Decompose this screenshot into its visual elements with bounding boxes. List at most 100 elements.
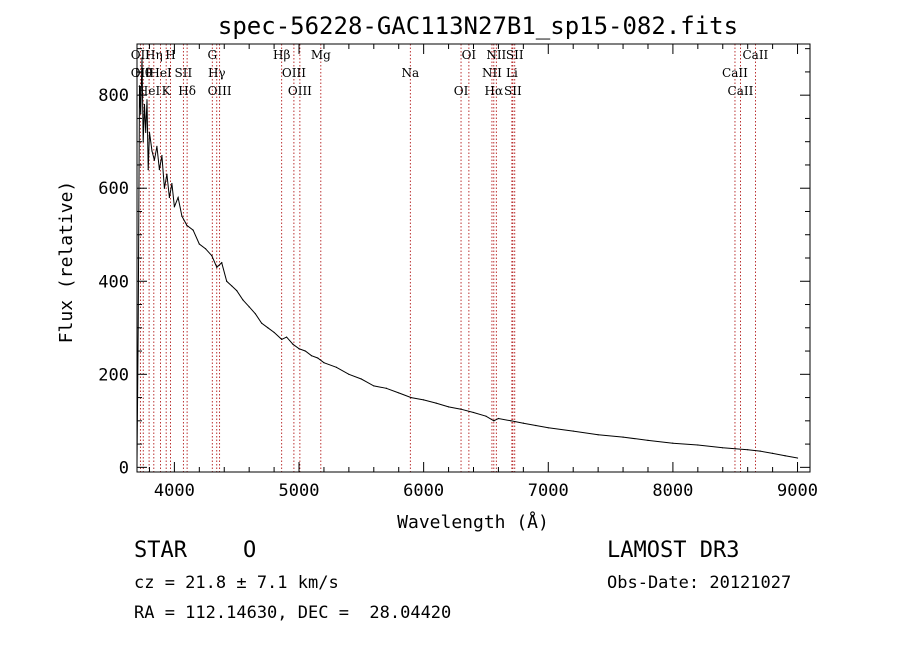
flux-point — [310, 355, 313, 357]
flux-point — [522, 422, 524, 424]
flux-point — [472, 411, 475, 414]
flux-point — [373, 385, 375, 387]
flux-point — [360, 378, 362, 380]
x-tick-label: 9000 — [777, 481, 818, 501]
flux-point — [772, 452, 774, 454]
line-marker-label: SII — [504, 84, 522, 98]
y-tick-label: 200 — [98, 365, 129, 385]
flux-point — [261, 322, 263, 324]
line-marker-label: Hδ — [178, 84, 196, 98]
line-marker-label: Hθ — [134, 66, 152, 80]
line-marker-label: Li — [506, 66, 518, 80]
flux-point — [236, 289, 238, 292]
line-marker-label: H — [165, 48, 175, 62]
flux-point — [138, 85, 141, 87]
flux-point — [335, 366, 338, 368]
x-axis-label: Wavelength (Å) — [397, 511, 549, 533]
flux-point — [166, 173, 168, 175]
flux-point — [248, 306, 250, 308]
flux-point — [734, 448, 736, 450]
flux-point — [317, 357, 319, 359]
flux-point — [460, 408, 462, 410]
line-marker-label: Hγ — [208, 66, 226, 80]
x-axis-ticks: 4000 5000 6000 7000 8000 9000 — [148, 44, 818, 501]
y-tick-label: 400 — [98, 272, 129, 292]
y-tick-label: 800 — [98, 86, 129, 106]
flux-point — [142, 141, 144, 143]
flux-point — [273, 331, 275, 334]
flux-point — [254, 313, 256, 315]
x-tick-label: 4000 — [154, 481, 195, 501]
flux-point — [784, 455, 786, 457]
flux-point — [485, 415, 487, 417]
line-marker-label: SII — [175, 66, 193, 80]
line-marker-label: NII — [486, 48, 506, 62]
flux-point — [435, 402, 437, 404]
coordinates-readout: RA = 112.14630, DEC = 28.04420 — [134, 603, 452, 623]
line-marker-label: OI — [462, 48, 477, 62]
flux-point — [171, 182, 173, 185]
line-marker-label: OII — [131, 48, 151, 62]
flux-point — [181, 215, 183, 217]
flux-point — [647, 439, 649, 441]
flux-point — [547, 427, 549, 429]
plot-frame — [136, 43, 811, 473]
line-marker-label: OI — [454, 84, 469, 98]
flux-point — [198, 243, 200, 245]
y-tick-label: 0 — [119, 458, 129, 478]
flux-point — [140, 113, 142, 115]
x-tick-label: 8000 — [652, 481, 693, 501]
flux-point — [161, 155, 163, 157]
x-tick-label: 5000 — [279, 481, 320, 501]
flux-point — [572, 430, 574, 432]
line-marker-label: CaII — [728, 84, 754, 98]
flux-point — [292, 343, 294, 345]
line-marker-label: Hα — [485, 84, 504, 98]
redshift-readout: cz = 21.8 ± 7.1 km/s — [134, 573, 339, 593]
flux-point — [281, 338, 283, 341]
flux-point — [348, 373, 350, 375]
flux-point — [204, 248, 207, 250]
flux-point — [323, 362, 325, 364]
flux-point — [759, 450, 761, 452]
line-marker-label: Na — [401, 66, 419, 80]
line-marker-label: NII — [482, 66, 502, 80]
flux-series — [136, 57, 799, 466]
line-marker-label: CaII — [742, 48, 768, 62]
spectrum-chart: spec-56228-GAC113N27B1_sp15-082.fits OII… — [56, 12, 818, 533]
line-marker-label: OIII — [282, 66, 306, 80]
flux-point — [796, 457, 799, 459]
flux-point — [535, 424, 537, 427]
object-subclass: O — [243, 538, 257, 563]
flux-point — [186, 224, 188, 227]
flux-point — [151, 150, 153, 152]
flux-point — [672, 442, 674, 444]
line-marker-label: Mg — [311, 48, 331, 62]
chart-title: spec-56228-GAC113N27B1_sp15-082.fits — [218, 12, 738, 40]
flux-point — [304, 350, 306, 352]
flux-point — [398, 392, 400, 394]
flux-point — [158, 169, 161, 171]
survey-name: LAMOST DR3 — [607, 538, 740, 563]
line-marker-label: CaII — [722, 66, 748, 80]
flux-point — [156, 145, 158, 147]
flux-point — [141, 57, 143, 59]
flux-line — [136, 57, 798, 466]
flux-point — [226, 280, 228, 282]
flux-point — [447, 406, 450, 408]
emission-line-labels: OIIOIIHθHeIHηHeIKHSIIHδGHγOIIIHβOIIIOIII… — [131, 48, 769, 98]
flux-point — [147, 169, 149, 171]
x-tick-label: 7000 — [528, 481, 569, 501]
flux-point — [231, 285, 233, 287]
flux-point — [163, 187, 166, 189]
flux-point — [148, 131, 151, 133]
flux-point — [497, 417, 500, 420]
line-marker-label: G — [207, 48, 217, 62]
line-marker-label: OIII — [208, 84, 232, 98]
flux-point — [423, 399, 425, 401]
flux-point — [410, 396, 412, 399]
line-marker-label: OIII — [288, 84, 312, 98]
y-tick-label: 600 — [98, 179, 129, 199]
y-axis-ticks: 0 200 400 600 800 — [98, 48, 810, 478]
emission-line-markers — [139, 44, 756, 472]
